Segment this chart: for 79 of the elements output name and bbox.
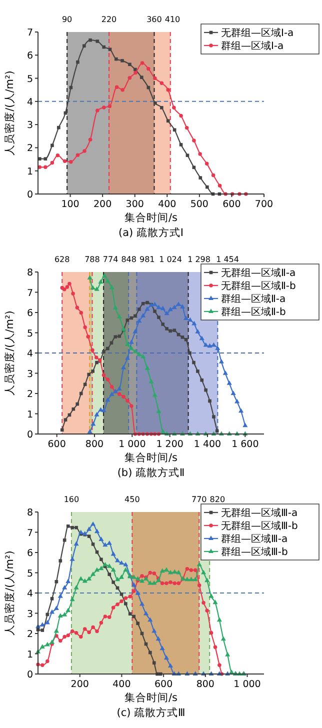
- legend-label: 群组—区域Ⅲ-b: [221, 546, 288, 558]
- text: (b) 疏散方式Ⅱ: [117, 466, 185, 479]
- ref-line-label: 360: [146, 15, 162, 24]
- y-tick-label: 4: [26, 348, 33, 360]
- x-tick-label: 200: [94, 199, 112, 210]
- ref-line-label: 774: [102, 255, 118, 264]
- ref-line-label: 1 298: [188, 255, 210, 264]
- text: (c) 疏散方式Ⅲ: [116, 706, 186, 719]
- y-axis-title: 人员密度/(人/m²): [3, 310, 16, 396]
- x-tick-label: 1 200: [156, 439, 184, 450]
- y-tick-label: 3: [26, 608, 33, 620]
- legend-label: 群组—区域Ⅲ-a: [221, 533, 288, 546]
- x-tick-label: 800: [85, 439, 104, 450]
- y-tick-label: 6: [26, 548, 33, 559]
- ref-line-label: 628: [54, 255, 70, 264]
- y-axis-title: 人员密度/(人/m²): [3, 70, 16, 156]
- x-tick-label: 300: [126, 199, 144, 210]
- y-tick-label: 2: [26, 389, 33, 400]
- y-tick-label: 3: [26, 368, 33, 380]
- x-tick-label: 600: [222, 199, 241, 210]
- y-tick-label: 6: [26, 308, 33, 319]
- ref-line-label: 788: [84, 255, 100, 264]
- ref-line-label: 848: [121, 255, 136, 264]
- x-tick-label: 1 000: [118, 439, 146, 450]
- x-tick-label: 1 600: [232, 439, 259, 450]
- x-tick-label: 1 400: [194, 439, 222, 450]
- x-tick-label: 1 000: [234, 679, 261, 690]
- legend-label: 群组—区域Ⅰ-a: [221, 40, 284, 52]
- x-tick-label: 800: [196, 679, 214, 690]
- y-tick-label: 8: [26, 268, 33, 278]
- x-tick-label: 200: [70, 679, 89, 690]
- y-tick-label: 4: [26, 588, 33, 600]
- ref-line-label: 981: [140, 255, 155, 264]
- y-tick-label: 2: [26, 143, 33, 154]
- y-tick-label: 1: [26, 649, 33, 660]
- y-tick-label: 5: [26, 74, 33, 85]
- legend-label: 群组—区域Ⅱ-b: [221, 306, 286, 318]
- ref-line-label: 90: [62, 15, 72, 24]
- y-tick-label: 5: [26, 568, 33, 580]
- y-tick-label: 7: [26, 288, 33, 299]
- legend-label: 无群组—区域Ⅲ-b: [221, 520, 298, 532]
- ref-line-label: 220: [101, 15, 117, 24]
- text: (a) 疏散方式Ⅰ: [118, 226, 184, 239]
- legend-label: 无群组—区域Ⅱ-a: [221, 267, 296, 280]
- x-tick-label: 700: [254, 199, 274, 210]
- x-axis-title: 集合时间/s: [124, 691, 178, 704]
- y-tick-label: 0: [26, 430, 33, 440]
- y-tick-label: 1: [26, 166, 33, 178]
- ref-line-label: 450: [124, 495, 140, 504]
- x-tick-label: 100: [61, 199, 80, 210]
- x-tick-label: 600: [48, 439, 66, 450]
- y-tick-label: 7: [26, 28, 33, 38]
- y-tick-label: 1: [26, 409, 33, 420]
- y-tick-label: 0: [26, 670, 33, 680]
- ref-line-label: 770: [191, 495, 207, 504]
- y-axis-title: 人员密度/(人/m²): [3, 550, 16, 636]
- y-tick-label: 4: [26, 96, 33, 108]
- y-tick-label: 8: [26, 508, 33, 518]
- y-tick-label: 3: [26, 120, 33, 132]
- x-axis-title: 集合时间/s: [124, 451, 178, 464]
- y-tick-label: 6: [26, 50, 33, 62]
- y-tick-label: 5: [26, 328, 33, 340]
- x-tick-label: 500: [190, 199, 208, 210]
- y-tick-label: 7: [26, 528, 33, 539]
- legend-label: 无群组—区域Ⅰ-a: [221, 27, 294, 40]
- y-tick-label: 2: [26, 629, 33, 640]
- legend-label: 无群组—区域Ⅲ-a: [221, 507, 298, 520]
- x-tick-label: 400: [112, 679, 131, 690]
- ref-line-label: 820: [210, 495, 226, 504]
- x-tick-label: 400: [158, 199, 176, 210]
- legend-label: 无群组—区域Ⅱ-b: [221, 280, 296, 292]
- x-axis-title: 集合时间/s: [124, 211, 178, 224]
- ref-line-label: 1 024: [159, 255, 182, 264]
- x-tick-label: 600: [154, 679, 173, 690]
- ref-line-label: 410: [164, 15, 180, 24]
- ref-line-label: 1 454: [216, 255, 239, 264]
- y-tick-label: 0: [26, 190, 33, 200]
- ref-line-label: 160: [64, 495, 80, 504]
- legend-label: 群组—区域Ⅱ-a: [221, 293, 286, 306]
